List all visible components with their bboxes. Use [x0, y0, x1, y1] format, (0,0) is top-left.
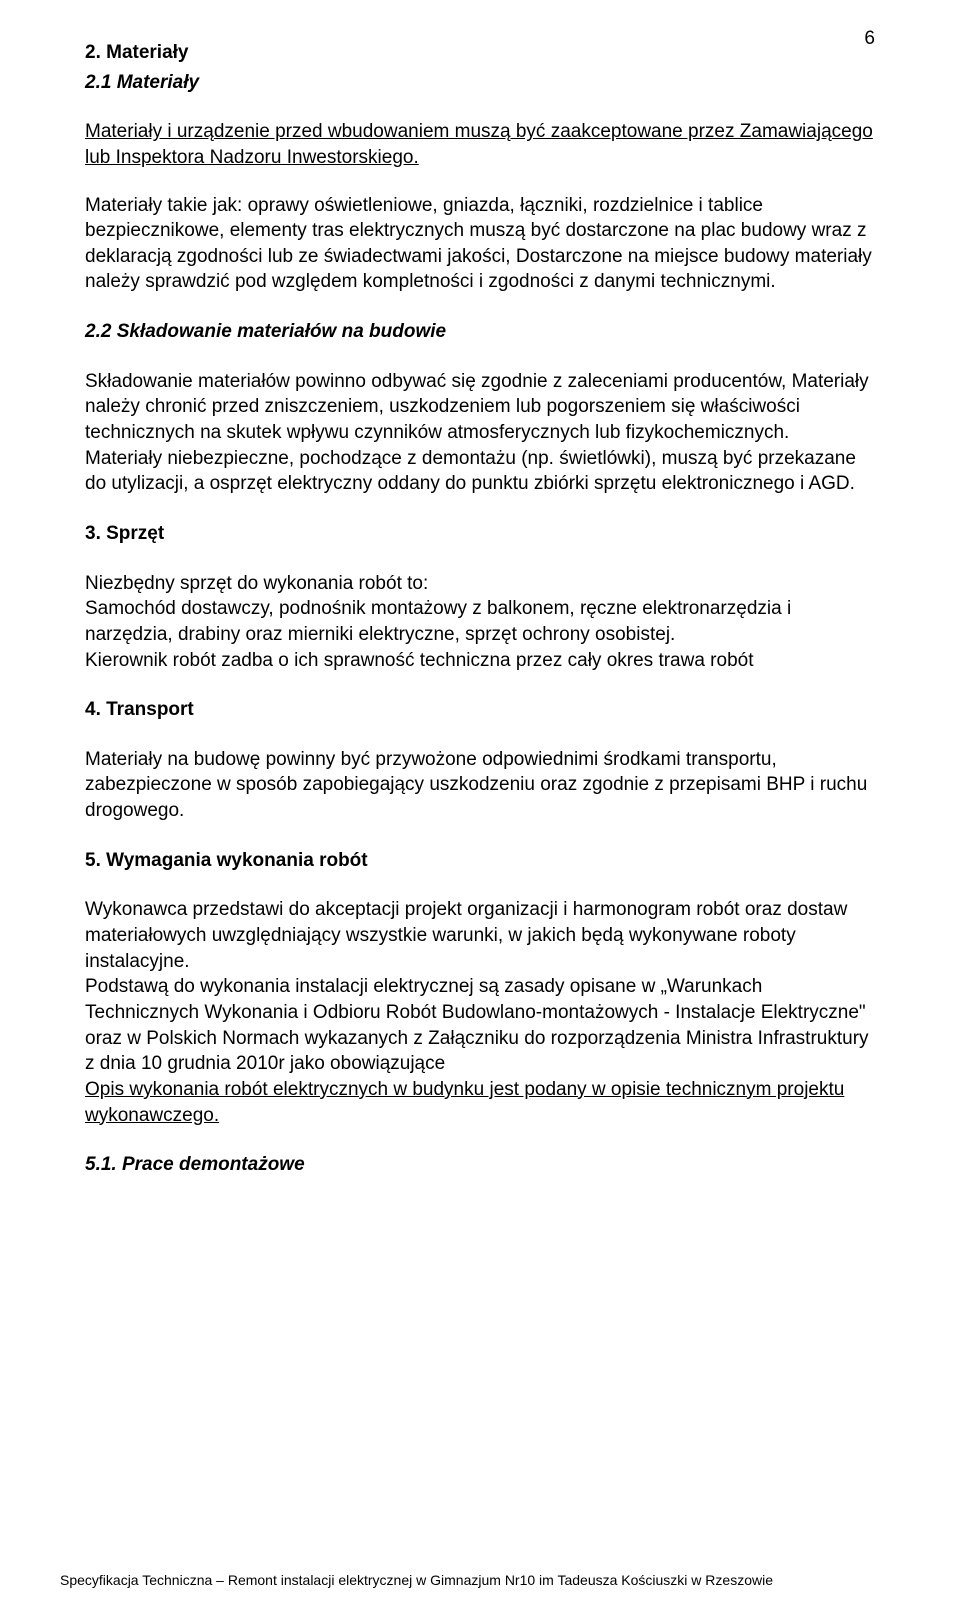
heading-5-1: 5.1. Prace demontażowe	[85, 1152, 875, 1178]
para-2-1-body: Materiały takie jak: oprawy oświetleniow…	[85, 193, 875, 296]
para-2-2-b: Materiały niebezpieczne, pochodzące z de…	[85, 446, 875, 497]
section-5-1: 5.1. Prace demontażowe	[85, 1152, 875, 1178]
section-5: 5. Wymagania wykonania robót Wykonawca p…	[85, 848, 875, 1128]
para-5-b-underline: Opis wykonania robót elektrycznych w bud…	[85, 1079, 844, 1126]
section-4: 4. Transport Materiały na budowę powinny…	[85, 697, 875, 824]
heading-3: 3. Sprzęt	[85, 521, 875, 547]
para-5-b-plain: Podstawą do wykonania instalacji elektry…	[85, 976, 869, 1074]
para-2-1-intro: Materiały i urządzenie przed wbudowaniem…	[85, 119, 875, 170]
para-5-b: Podstawą do wykonania instalacji elektry…	[85, 974, 875, 1128]
section-3: 3. Sprzęt Niezbędny sprzęt do wykonania …	[85, 521, 875, 673]
heading-5: 5. Wymagania wykonania robót	[85, 848, 875, 874]
section-2: 2. Materiały 2.1 Materiały Materiały i u…	[85, 40, 875, 295]
heading-2-1: 2.1 Materiały	[85, 70, 875, 96]
para-5-a: Wykonawca przedstawi do akceptacji proje…	[85, 897, 875, 974]
page-footer: Specyfikacja Techniczna – Remont instala…	[60, 1572, 773, 1588]
document-page: 6 2. Materiały 2.1 Materiały Materiały i…	[0, 0, 960, 1178]
para-2-2-a: Składowanie materiałów powinno odbywać s…	[85, 369, 875, 446]
heading-2-2: 2.2 Składowanie materiałów na budowie	[85, 319, 875, 345]
section-2-2: 2.2 Składowanie materiałów na budowie Sk…	[85, 319, 875, 497]
para-3-b: Samochód dostawczy, podnośnik montażowy …	[85, 596, 875, 647]
heading-2: 2. Materiały	[85, 40, 875, 66]
para-3-c: Kierownik robót zadba o ich sprawność te…	[85, 648, 875, 674]
page-number: 6	[864, 28, 875, 50]
heading-4: 4. Transport	[85, 697, 875, 723]
para-4: Materiały na budowę powinny być przywożo…	[85, 747, 875, 824]
para-3-a: Niezbędny sprzęt do wykonania robót to:	[85, 571, 875, 597]
